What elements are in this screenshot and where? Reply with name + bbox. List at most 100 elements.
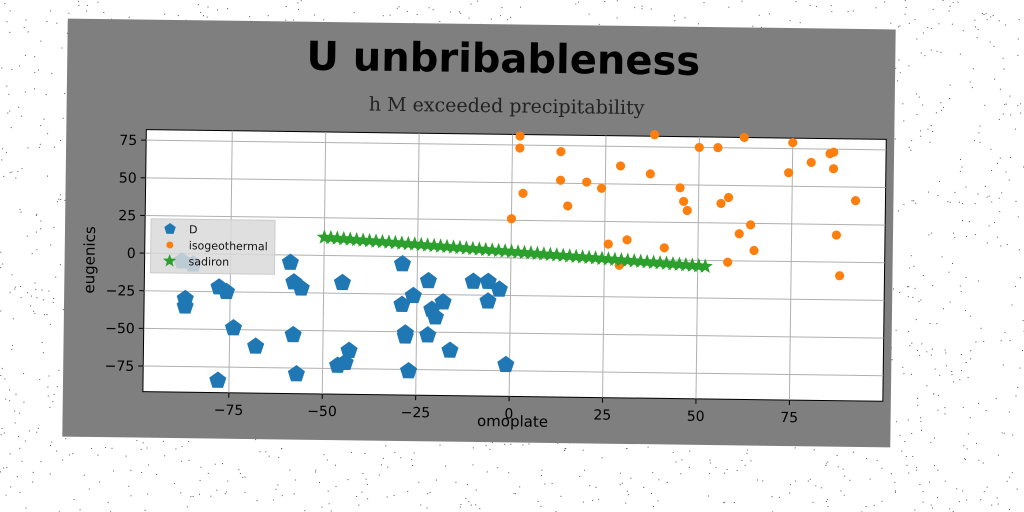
point-D [284, 325, 302, 343]
point-sadiron [407, 236, 423, 251]
point-sadiron [516, 244, 533, 260]
point-isogeothermal [563, 201, 573, 211]
x-grid-line [321, 131, 327, 394]
point-D [400, 362, 418, 379]
point-D [419, 271, 438, 289]
point-sadiron [426, 237, 442, 253]
y-grid-line [146, 139, 887, 151]
point-isogeothermal [723, 192, 734, 203]
point-sadiron [529, 245, 545, 261]
point-sadiron [652, 255, 668, 270]
point-D [333, 273, 352, 291]
point-sadiron [439, 238, 455, 254]
x-grid-line [415, 133, 420, 396]
point-sadiron [471, 241, 487, 256]
point-sadiron [639, 254, 655, 269]
y-axis-label: eugenics [80, 226, 99, 294]
point-sadiron [568, 248, 584, 264]
point-sadiron [465, 240, 481, 256]
point-D [287, 365, 305, 382]
point-isogeothermal [749, 245, 759, 256]
point-isogeothermal [829, 147, 839, 157]
x-grid-line [508, 134, 514, 397]
point-D [464, 272, 482, 289]
scatter-chart: U unbribableness h M exceeded precipitab… [80, 34, 887, 431]
point-sadiron [549, 247, 565, 262]
x-tick-label: 50 [687, 409, 705, 425]
point-isogeothermal [694, 142, 704, 153]
x-axis-ticks: −75 −50 −25 0 25 50 75 [214, 392, 798, 426]
point-sadiron [400, 235, 416, 251]
point-sadiron [491, 242, 507, 258]
y-tick-label: −75 [105, 359, 135, 375]
legend-label-D: D [189, 223, 198, 236]
x-axis-label: omoplate [477, 412, 548, 431]
y-grid-line [143, 365, 884, 377]
point-sadiron [503, 243, 520, 259]
point-sadiron [452, 239, 468, 255]
legend-label-isogeothermal: isogeothermal [189, 239, 268, 253]
point-sadiron [574, 249, 591, 264]
point-isogeothermal [659, 243, 669, 253]
point-sadiron [555, 247, 571, 263]
point-isogeothermal [723, 257, 733, 267]
chart-figure: U unbribableness h M exceeded precipitab… [62, 18, 896, 448]
x-tick-label: −75 [214, 403, 244, 419]
point-isogeothermal [806, 157, 816, 168]
chart-title: U unbribableness [306, 34, 700, 85]
point-sadiron [342, 231, 358, 246]
x-tick-label: −50 [307, 404, 337, 420]
point-sadiron [349, 231, 365, 247]
point-isogeothermal [745, 220, 756, 230]
point-sadiron [678, 256, 694, 272]
point-D [247, 337, 265, 354]
chart-subtitle: h M exceeded precipitability [369, 94, 645, 120]
y-tick-label: 75 [119, 133, 137, 149]
point-D [292, 279, 310, 296]
point-isogeothermal [679, 196, 689, 207]
point-sadiron [387, 234, 403, 250]
point-sadiron [626, 253, 642, 268]
point-sadiron [445, 239, 462, 254]
point-sadiron [613, 252, 629, 267]
point-sadiron [336, 230, 352, 246]
point-sadiron [420, 237, 436, 252]
point-isogeothermal [645, 169, 655, 179]
point-sadiron [478, 241, 494, 257]
point-isogeothermal [515, 143, 525, 153]
point-isogeothermal [716, 198, 726, 209]
legend: D isogeothermal sadiron [149, 218, 276, 275]
point-D [441, 341, 459, 358]
point-isogeothermal [835, 271, 845, 281]
point-sadiron [536, 246, 552, 261]
point-sadiron [665, 255, 681, 271]
point-sadiron [691, 257, 707, 273]
point-sadiron [484, 242, 500, 257]
point-D [434, 293, 452, 310]
data-points [173, 130, 861, 388]
y-tick-label: −50 [105, 321, 135, 337]
point-D [490, 280, 508, 297]
point-sadiron [432, 238, 449, 253]
x-tick-label: 25 [593, 408, 611, 424]
point-isogeothermal [515, 131, 525, 141]
x-tick-label: −25 [401, 405, 431, 421]
point-D [217, 282, 236, 300]
y-tick-label: −25 [106, 283, 136, 299]
point-sadiron [607, 251, 623, 267]
point-D [176, 297, 194, 314]
point-sadiron [594, 250, 610, 266]
point-sadiron [510, 244, 526, 259]
y-tick-label: 50 [119, 170, 137, 186]
x-grid-line [788, 138, 794, 401]
y-tick-label: 0 [127, 246, 136, 262]
point-sadiron [381, 234, 397, 249]
y-grid-line [145, 177, 886, 189]
legend-marker-isogeothermal [166, 241, 174, 249]
point-sadiron [684, 257, 700, 273]
point-sadiron [542, 246, 558, 262]
point-isogeothermal [596, 183, 607, 193]
point-isogeothermal [713, 143, 723, 153]
point-sadiron [581, 249, 597, 265]
y-grid-line [144, 290, 885, 301]
